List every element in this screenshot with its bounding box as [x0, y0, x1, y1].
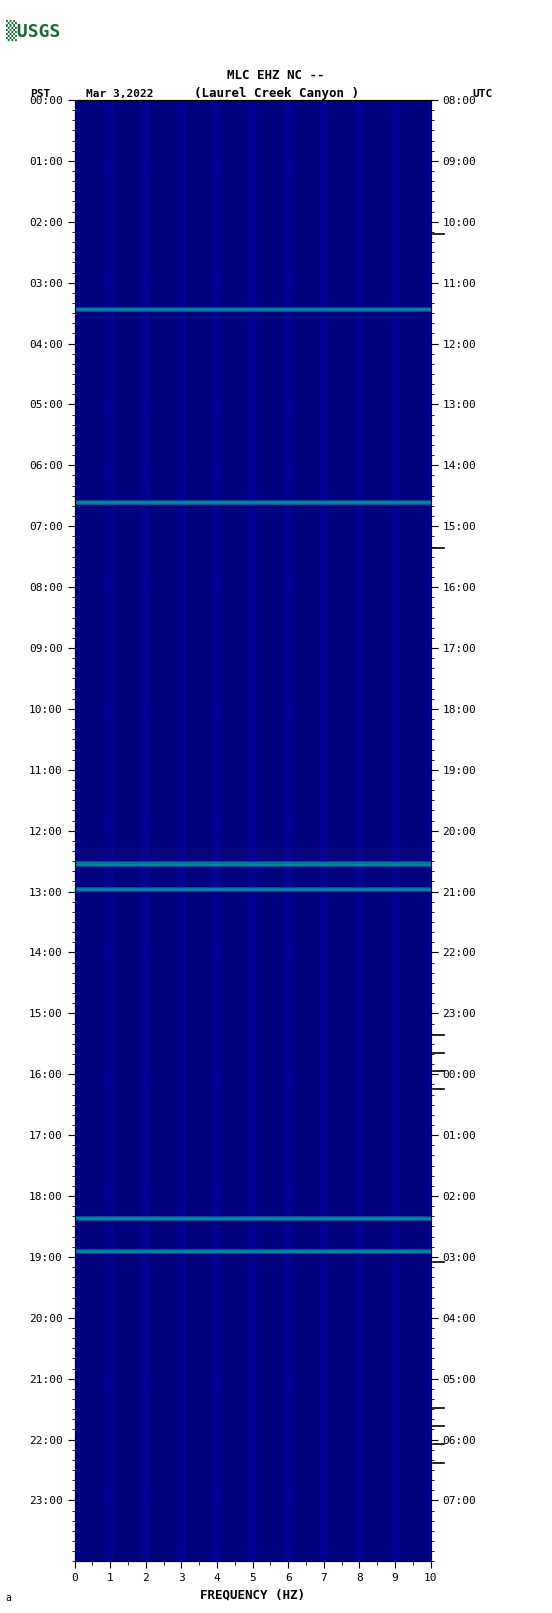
Text: UTC: UTC	[472, 89, 492, 98]
Text: (Laurel Creek Canyon ): (Laurel Creek Canyon )	[194, 87, 358, 100]
Text: MLC EHZ NC --: MLC EHZ NC --	[227, 69, 325, 82]
Text: Mar 3,2022: Mar 3,2022	[86, 89, 153, 98]
Text: ▒USGS: ▒USGS	[6, 19, 60, 42]
Text: PST: PST	[30, 89, 51, 98]
X-axis label: FREQUENCY (HZ): FREQUENCY (HZ)	[200, 1589, 305, 1602]
Text: a: a	[6, 1594, 12, 1603]
